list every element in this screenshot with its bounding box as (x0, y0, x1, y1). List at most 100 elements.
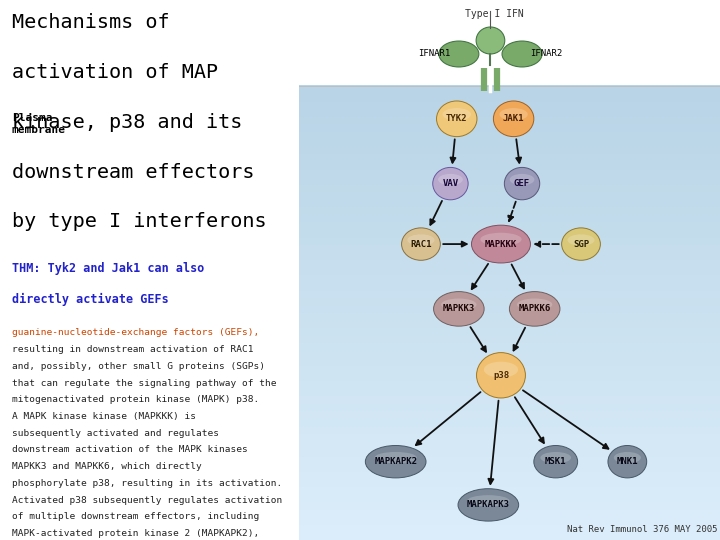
Bar (299, 221, 720, 230)
Text: phosphorylate p38, resulting in its activation.: phosphorylate p38, resulting in its acti… (12, 479, 282, 488)
Ellipse shape (408, 234, 434, 246)
Bar (299, 289, 720, 298)
Text: Type I IFN: Type I IFN (465, 9, 524, 19)
Bar (299, 319, 720, 328)
Text: MAPKKK: MAPKKK (485, 240, 517, 248)
Bar (299, 244, 720, 253)
Text: MAPKK3: MAPKK3 (443, 305, 475, 313)
Bar (299, 501, 720, 510)
Text: subsequently activated and regulates: subsequently activated and regulates (12, 429, 219, 438)
Ellipse shape (510, 174, 534, 185)
Bar (299, 281, 720, 291)
Ellipse shape (510, 292, 560, 326)
Text: MSK1: MSK1 (545, 457, 567, 466)
Ellipse shape (500, 108, 528, 120)
Ellipse shape (608, 446, 647, 478)
Text: Nat Rev Immunol 376 MAY 2005: Nat Rev Immunol 376 MAY 2005 (567, 524, 718, 534)
Bar (299, 455, 720, 464)
Ellipse shape (472, 225, 531, 263)
Ellipse shape (441, 299, 477, 310)
Text: and, possibly, other small G proteins (SGPs): and, possibly, other small G proteins (S… (12, 362, 265, 371)
Bar (299, 478, 720, 487)
Bar (299, 410, 720, 419)
Bar (299, 0, 720, 86)
Bar (299, 531, 720, 540)
Text: activation of MAP: activation of MAP (12, 63, 218, 82)
Bar (299, 395, 720, 404)
Text: Mechanisms of: Mechanisms of (12, 14, 170, 32)
Ellipse shape (467, 495, 510, 507)
Bar (299, 508, 720, 517)
Ellipse shape (433, 167, 468, 200)
Bar (299, 107, 720, 117)
Text: MAPK-activated protein kinase 2 (MAPKAPK2),: MAPK-activated protein kinase 2 (MAPKAPK… (12, 529, 259, 538)
Bar (299, 183, 720, 192)
Text: A MAPK kinase kinase (MAPKKK) is: A MAPK kinase kinase (MAPKKK) is (12, 412, 196, 421)
Bar (299, 92, 720, 102)
Bar (299, 138, 720, 147)
Bar (299, 516, 720, 525)
Bar (299, 123, 720, 132)
Bar (299, 145, 720, 154)
Text: p38: p38 (493, 371, 509, 380)
Ellipse shape (402, 228, 441, 260)
Bar (299, 380, 720, 389)
Ellipse shape (567, 234, 595, 246)
Text: guanine-nucleotide-exchange factors (GEFs),: guanine-nucleotide-exchange factors (GEF… (12, 328, 259, 338)
Text: MAPKK3 and MAPKK6, which directly: MAPKK3 and MAPKK6, which directly (12, 462, 202, 471)
Ellipse shape (493, 101, 534, 137)
Bar (299, 274, 720, 283)
Bar (299, 357, 720, 366)
Text: directly activate GEFs: directly activate GEFs (12, 293, 168, 306)
Bar (299, 115, 720, 124)
Ellipse shape (541, 452, 571, 463)
Ellipse shape (484, 362, 518, 377)
Bar (299, 312, 720, 321)
Text: downstream effectors: downstream effectors (12, 163, 254, 181)
Ellipse shape (374, 452, 417, 463)
Bar (299, 493, 720, 502)
Bar (299, 523, 720, 532)
Bar (299, 168, 720, 177)
Ellipse shape (443, 108, 471, 120)
Text: JAK1: JAK1 (503, 114, 524, 123)
Ellipse shape (502, 41, 542, 67)
Ellipse shape (476, 27, 505, 54)
Text: resulting in downstream activation of RAC1: resulting in downstream activation of RA… (12, 345, 253, 354)
Ellipse shape (504, 167, 540, 200)
Bar (299, 296, 720, 306)
Bar (299, 387, 720, 396)
Text: MAPKK6: MAPKK6 (518, 305, 551, 313)
Text: TYK2: TYK2 (446, 114, 467, 123)
Bar (299, 160, 720, 170)
Text: VAV: VAV (442, 179, 459, 188)
Text: mitogenactivated protein kinase (MAPK) p38.: mitogenactivated protein kinase (MAPK) p… (12, 395, 259, 404)
Bar (299, 85, 720, 94)
Bar (299, 213, 720, 222)
Bar (299, 342, 720, 351)
Bar (299, 191, 720, 200)
Text: Plasma
membrane: Plasma membrane (12, 113, 66, 135)
Text: RAC1: RAC1 (410, 240, 432, 248)
Bar (299, 448, 720, 457)
Bar (299, 364, 720, 374)
Bar (299, 100, 720, 109)
Text: that can regulate the signaling pathway of the: that can regulate the signaling pathway … (12, 379, 276, 388)
Ellipse shape (458, 489, 518, 521)
Text: IFNAR1: IFNAR1 (418, 50, 451, 58)
Ellipse shape (517, 299, 552, 310)
Bar (299, 327, 720, 336)
Bar (299, 153, 720, 162)
Ellipse shape (433, 292, 484, 326)
Bar (299, 440, 720, 449)
Bar (299, 349, 720, 359)
Text: Activated p38 subsequently regulates activation: Activated p38 subsequently regulates act… (12, 496, 282, 505)
Bar (299, 425, 720, 434)
Bar (299, 228, 720, 238)
Bar (299, 198, 720, 207)
Bar (299, 236, 720, 245)
Bar (299, 266, 720, 275)
Text: MAPKAPK3: MAPKAPK3 (467, 501, 510, 509)
Ellipse shape (436, 101, 477, 137)
Text: by type I interferons: by type I interferons (12, 212, 266, 231)
